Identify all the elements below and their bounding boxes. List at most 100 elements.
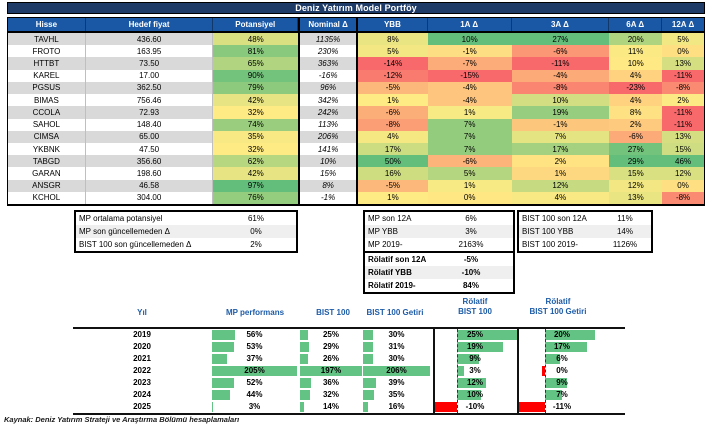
cell-ybb-change[interactable]: 16% bbox=[358, 167, 428, 180]
cell-a1-change[interactable]: 7% bbox=[427, 118, 512, 131]
cell-a12-change[interactable]: -8% bbox=[662, 191, 704, 205]
cell-target-price[interactable]: 72.93 bbox=[85, 106, 214, 119]
perf-column-header[interactable]: Rölatif BIST 100 Getiri bbox=[529, 297, 587, 316]
perf-column-header[interactable]: BIST 100 Getiri bbox=[366, 308, 424, 317]
cell-target-price[interactable]: 47.50 bbox=[85, 142, 214, 156]
cell-a1-change[interactable]: -7% bbox=[427, 57, 512, 70]
cell-year[interactable]: 2022 bbox=[133, 366, 151, 375]
cell-a1-change[interactable]: -1% bbox=[427, 45, 512, 58]
cell-a12-change[interactable]: 13% bbox=[662, 130, 704, 143]
cell-bist100-getiri[interactable]: 35% bbox=[388, 390, 405, 399]
cell-potential[interactable]: 35% bbox=[213, 130, 299, 143]
cell-a3-change[interactable]: -11% bbox=[511, 57, 610, 70]
cell-year[interactable]: 2020 bbox=[133, 342, 151, 351]
cell-a12-change[interactable]: 0% bbox=[662, 179, 704, 192]
cell-target-price[interactable]: 73.50 bbox=[85, 57, 214, 70]
cell-ticker[interactable]: KAREL bbox=[8, 69, 86, 82]
cell-a12-change[interactable]: 12% bbox=[662, 167, 704, 180]
cell-rel-bist100-getiri[interactable]: 7% bbox=[556, 390, 568, 399]
cell-potential[interactable]: 90% bbox=[213, 69, 299, 82]
summary-label[interactable]: BIST 100 2019- bbox=[522, 240, 578, 249]
cell-target-price[interactable]: 436.60 bbox=[85, 33, 214, 46]
cell-nominal-change[interactable]: 1135% bbox=[298, 33, 359, 46]
cell-potential[interactable]: 62% bbox=[213, 155, 299, 168]
cell-bist100-getiri[interactable]: 31% bbox=[388, 342, 405, 351]
cell-target-price[interactable]: 198.60 bbox=[85, 167, 214, 180]
cell-ticker[interactable]: HTTBT bbox=[8, 57, 86, 70]
cell-potential[interactable]: 65% bbox=[213, 57, 299, 70]
cell-a12-change[interactable]: 46% bbox=[662, 155, 704, 168]
cell-nominal-change[interactable]: 15% bbox=[298, 167, 359, 180]
cell-ticker[interactable]: YKBNK bbox=[8, 142, 86, 156]
cell-mp-performans[interactable]: 52% bbox=[246, 378, 263, 387]
summary-value[interactable]: 3% bbox=[465, 227, 477, 236]
cell-a1-change[interactable]: -6% bbox=[427, 155, 512, 168]
cell-ybb-change[interactable]: -5% bbox=[358, 81, 428, 95]
cell-ticker[interactable]: ANSGR bbox=[8, 179, 86, 192]
cell-ticker[interactable]: CCOLA bbox=[8, 106, 86, 119]
cell-nominal-change[interactable]: 96% bbox=[298, 81, 359, 95]
cell-a3-change[interactable]: 19% bbox=[511, 106, 610, 119]
cell-target-price[interactable]: 65.00 bbox=[85, 130, 214, 143]
cell-a1-change[interactable]: -15% bbox=[427, 69, 512, 82]
cell-a1-change[interactable]: 7% bbox=[427, 142, 512, 156]
cell-rel-bist100-getiri[interactable]: 9% bbox=[556, 378, 568, 387]
cell-a6-change[interactable]: 13% bbox=[609, 191, 663, 205]
column-header-ybb[interactable]: YBB bbox=[358, 18, 428, 31]
cell-bist100-getiri[interactable]: 206% bbox=[386, 366, 407, 375]
cell-a6-change[interactable]: 10% bbox=[609, 57, 663, 70]
cell-potential[interactable]: 81% bbox=[213, 45, 299, 58]
cell-bist100[interactable]: 29% bbox=[322, 342, 339, 351]
cell-mp-performans[interactable]: 37% bbox=[246, 354, 263, 363]
cell-a6-change[interactable]: 12% bbox=[609, 179, 663, 192]
cell-a3-change[interactable]: 2% bbox=[511, 155, 610, 168]
column-header-3a[interactable]: 3A Δ bbox=[512, 18, 610, 31]
cell-a1-change[interactable]: 5% bbox=[427, 167, 512, 180]
cell-a12-change[interactable]: -11% bbox=[662, 106, 704, 119]
cell-year[interactable]: 2024 bbox=[133, 390, 151, 399]
cell-a12-change[interactable]: 15% bbox=[662, 142, 704, 156]
cell-mp-performans[interactable]: 53% bbox=[246, 342, 263, 351]
perf-column-header[interactable]: Rölatif BIST 100 bbox=[458, 297, 492, 316]
cell-potential[interactable]: 76% bbox=[213, 191, 299, 205]
cell-a6-change[interactable]: 15% bbox=[609, 167, 663, 180]
summary-value[interactable]: 14% bbox=[616, 227, 633, 236]
cell-nominal-change[interactable]: -16% bbox=[298, 69, 359, 82]
cell-nominal-change[interactable]: 342% bbox=[298, 94, 359, 107]
cell-a12-change[interactable]: 2% bbox=[662, 94, 704, 107]
cell-a12-change[interactable]: -11% bbox=[662, 69, 704, 82]
cell-target-price[interactable]: 756.46 bbox=[85, 94, 214, 107]
cell-a1-change[interactable]: 0% bbox=[427, 191, 512, 205]
cell-ybb-change[interactable]: 1% bbox=[358, 191, 428, 205]
cell-potential[interactable]: 32% bbox=[213, 142, 299, 156]
cell-ticker[interactable]: KCHOL bbox=[8, 191, 86, 205]
cell-nominal-change[interactable]: 113% bbox=[298, 118, 359, 131]
cell-bist100-getiri[interactable]: 39% bbox=[388, 378, 405, 387]
cell-a1-change[interactable]: 1% bbox=[427, 106, 512, 119]
cell-ybb-change[interactable]: -8% bbox=[358, 118, 428, 131]
cell-bist100-getiri[interactable]: 30% bbox=[388, 354, 405, 363]
cell-ticker[interactable]: TABGD bbox=[8, 155, 86, 168]
cell-a3-change[interactable]: 10% bbox=[511, 94, 610, 107]
column-header-potansiyel[interactable]: Potansiyel bbox=[213, 18, 299, 31]
column-header-1a[interactable]: 1A Δ bbox=[428, 18, 512, 31]
cell-target-price[interactable]: 17.00 bbox=[85, 69, 214, 82]
cell-a1-change[interactable]: 7% bbox=[427, 130, 512, 143]
cell-nominal-change[interactable]: 10% bbox=[298, 155, 359, 168]
cell-a12-change[interactable]: 5% bbox=[662, 33, 704, 46]
summary-value[interactable]: 84% bbox=[462, 281, 479, 290]
cell-a3-change[interactable]: 17% bbox=[511, 142, 610, 156]
cell-a6-change[interactable]: 2% bbox=[609, 118, 663, 131]
perf-column-header[interactable]: MP performans bbox=[225, 308, 285, 317]
cell-ybb-change[interactable]: 17% bbox=[358, 142, 428, 156]
cell-a12-change[interactable]: -8% bbox=[662, 81, 704, 95]
cell-ybb-change[interactable]: 50% bbox=[358, 155, 428, 168]
cell-rel-bist100[interactable]: 19% bbox=[466, 342, 483, 351]
summary-label[interactable]: Rölatif son 12A bbox=[368, 255, 427, 264]
cell-a6-change[interactable]: 29% bbox=[609, 155, 663, 168]
cell-rel-bist100-getiri[interactable]: 20% bbox=[553, 330, 570, 339]
cell-nominal-change[interactable]: 363% bbox=[298, 57, 359, 70]
summary-value[interactable]: 2% bbox=[250, 240, 262, 249]
column-header-hisse[interactable]: Hisse bbox=[8, 18, 86, 31]
summary-value[interactable]: 0% bbox=[250, 227, 262, 236]
